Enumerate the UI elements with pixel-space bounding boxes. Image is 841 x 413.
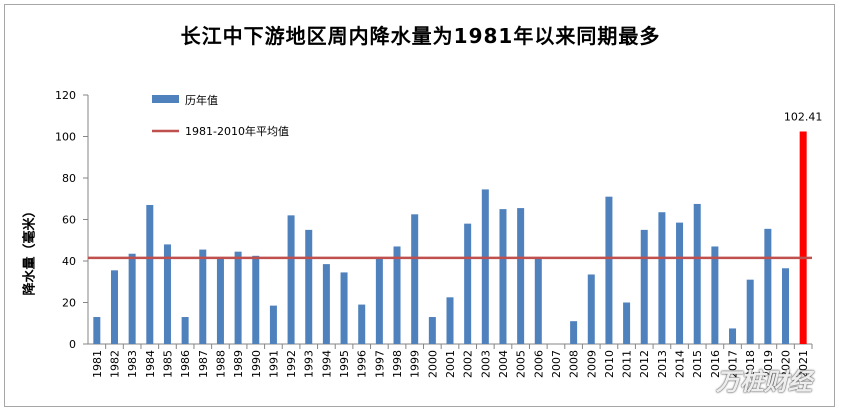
bar (746, 279, 754, 344)
x-tick-label: 1984 (144, 350, 157, 378)
chart-title: 长江中下游地区周内降水量为1981年以来同期最多 (180, 24, 661, 48)
y-tick-label: 40 (62, 255, 76, 268)
x-tick-label: 2019 (762, 350, 775, 378)
bar (128, 253, 136, 344)
bar (499, 209, 507, 344)
legend-label-bar: 历年值 (185, 93, 218, 107)
bar (305, 229, 313, 344)
x-tick-label: 2003 (479, 350, 492, 378)
watermark: 万桩财经 (716, 368, 812, 396)
y-tick-label: 60 (62, 214, 76, 227)
x-tick-label: 1999 (409, 350, 422, 378)
bar (252, 255, 260, 344)
x-tick-label: 2017 (727, 350, 740, 378)
x-tick-label: 2000 (426, 350, 439, 378)
x-tick-label: 2020 (780, 350, 793, 378)
x-tick-label: 2009 (585, 350, 598, 378)
x-tick-label: 2011 (621, 350, 634, 378)
x-tick-label: 2004 (497, 350, 510, 378)
legend-swatch-bar (152, 95, 179, 103)
bar (534, 258, 542, 344)
bar (782, 268, 790, 344)
bar (764, 228, 772, 344)
y-tick-label: 20 (62, 297, 76, 310)
legend-label-line: 1981-2010年平均值 (185, 124, 289, 138)
x-tick-label: 1992 (285, 350, 298, 378)
axes: 0 20 40 60 80 100 120 1981 1982 1983 1984 1985 1986 1… (55, 89, 813, 378)
bar (340, 272, 348, 344)
x-tick-label: 1991 (267, 350, 280, 378)
bar (676, 222, 684, 344)
bar (411, 214, 419, 344)
bar (287, 215, 295, 344)
x-tick-label: 1988 (214, 350, 227, 378)
labels: 102.41 (784, 110, 823, 123)
data-label: 102.41 (784, 110, 823, 123)
x-tick-label: 2006 (532, 350, 545, 378)
bars (93, 131, 807, 344)
x-tick-label: 1995 (338, 350, 351, 378)
bar (640, 229, 648, 344)
bar (658, 212, 666, 344)
bar (375, 258, 383, 344)
bar (729, 328, 737, 344)
x-tick-label: 1985 (161, 350, 174, 378)
bar (587, 274, 595, 344)
x-tick-label: 1983 (126, 350, 139, 378)
bar (464, 223, 472, 344)
x-tick-label: 1990 (250, 350, 263, 378)
x-tick-label: 1996 (356, 350, 369, 378)
x-tick-label: 1982 (108, 350, 121, 378)
x-tick-label: 2021 (797, 350, 810, 378)
x-tick-label: 2015 (691, 350, 704, 378)
bar (711, 246, 719, 344)
bar (322, 264, 330, 344)
x-tick-label: 2002 (462, 350, 475, 378)
x-tick-label: 1981 (91, 350, 104, 378)
bar (146, 204, 154, 344)
x-tick-label: 2016 (709, 350, 722, 378)
x-tick-label: 1994 (320, 350, 333, 378)
bar (623, 302, 631, 344)
bar (269, 305, 277, 344)
bar (446, 297, 454, 344)
x-tick-label: 2010 (603, 350, 616, 378)
bar (605, 196, 613, 344)
bar (393, 246, 401, 344)
x-tick-label: 1987 (197, 350, 210, 378)
bar (234, 251, 242, 344)
x-tick-label: 1993 (303, 350, 316, 378)
x-tick-label: 2008 (568, 350, 581, 378)
bar (481, 189, 489, 344)
bar (110, 270, 118, 344)
y-tick-label: 100 (55, 131, 76, 144)
x-tick-label: 2005 (515, 350, 528, 378)
bar (199, 249, 207, 344)
bar (163, 244, 171, 344)
bar (570, 321, 578, 344)
bar-highlight (799, 131, 807, 344)
bar (428, 317, 436, 344)
x-tick-label: 2014 (674, 350, 687, 378)
x-tick-label: 2001 (444, 350, 457, 378)
x-tick-label: 2013 (656, 350, 669, 378)
bar (517, 208, 525, 344)
x-tick-label: 1998 (391, 350, 404, 378)
bar (216, 258, 224, 344)
bar (181, 317, 189, 344)
bar (93, 317, 101, 344)
x-tick-label: 1989 (232, 350, 245, 378)
x-tick-label: 1986 (179, 350, 192, 378)
x-tick-label: 1997 (373, 350, 386, 378)
y-tick-label: 80 (62, 172, 76, 185)
legend: 历年值 1981-2010年平均值 (152, 93, 289, 138)
bar (358, 304, 366, 344)
x-tick-label: 2012 (638, 350, 651, 378)
y-tick-label: 120 (55, 89, 76, 102)
x-tick-label: 2007 (550, 350, 563, 378)
y-tick-label: 0 (69, 338, 76, 351)
x-tick-label: 2018 (744, 350, 757, 378)
bar (693, 203, 701, 344)
